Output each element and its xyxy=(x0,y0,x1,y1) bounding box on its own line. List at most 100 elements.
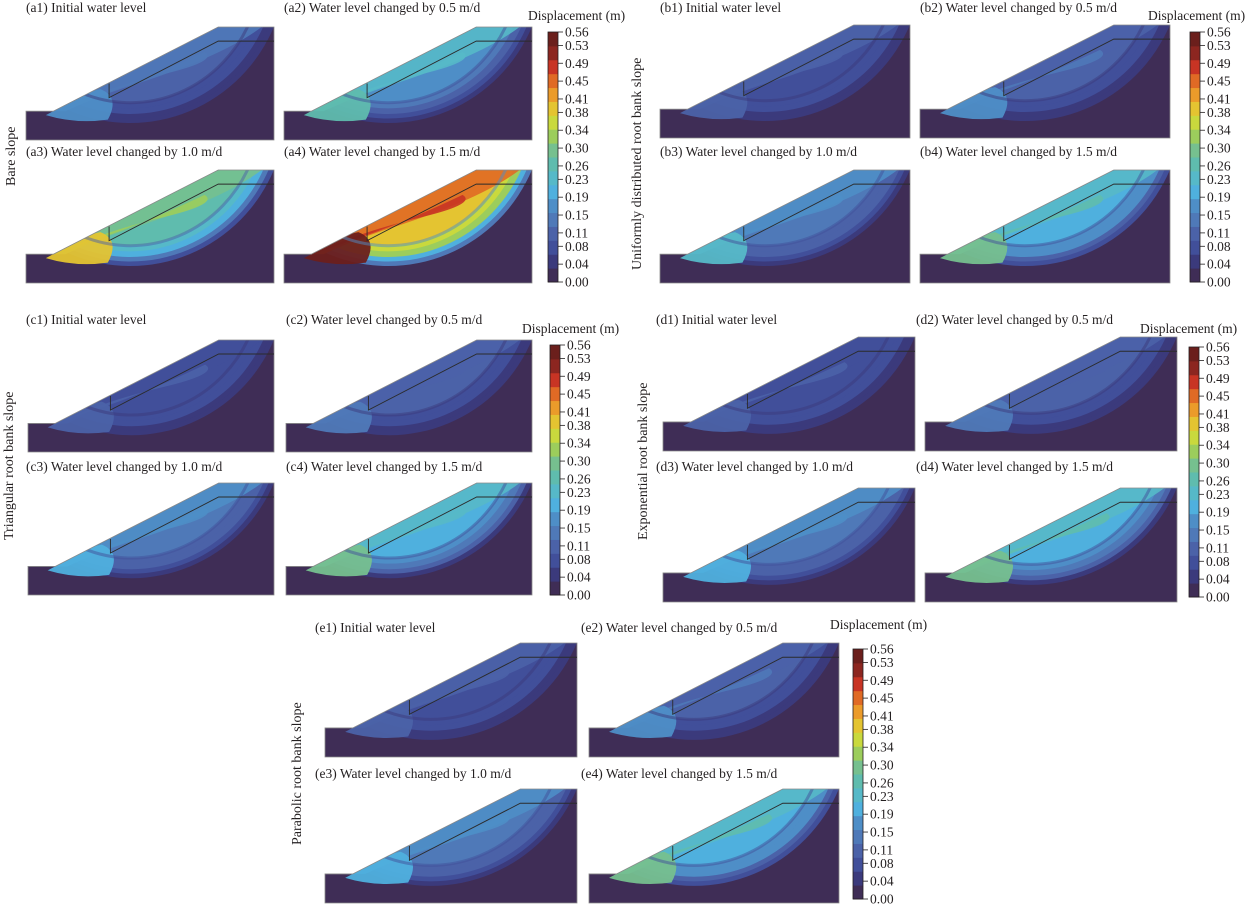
contour-peak-zone xyxy=(945,550,1014,583)
colorbar-tick-label: 0.41 xyxy=(1207,91,1231,106)
panel-title-d2: (d2) Water level changed by 0.5 m/d xyxy=(916,312,1113,327)
colorbar-tick-label: 0.26 xyxy=(565,158,589,173)
colorbar-tick-label: 0.56 xyxy=(567,338,591,353)
colorbar-tick-label: 0.34 xyxy=(567,436,591,451)
colorbar-segment xyxy=(853,787,863,803)
root-zone-boundary xyxy=(746,501,915,560)
colorbar-segment xyxy=(853,760,863,775)
slope-outline xyxy=(919,24,1171,139)
colorbar-frame xyxy=(852,648,864,900)
contour-peak-zone xyxy=(47,401,114,434)
row-label-a: Bare slope xyxy=(4,126,19,186)
colorbar-segment xyxy=(853,662,863,678)
colorbar-frame xyxy=(1188,346,1200,598)
contour-peak-zone xyxy=(45,89,113,122)
panel-title-a2: (a2) Water level changed by 0.5 m/d xyxy=(284,0,481,15)
contour-ring xyxy=(286,483,522,560)
panel-title-e2: (e2) Water level changed by 0.5 m/d xyxy=(581,620,778,635)
colorbar-segment xyxy=(1189,555,1199,570)
contour-panel-d2 xyxy=(924,336,1178,452)
colorbar-tick-label: 0.45 xyxy=(1207,74,1231,89)
contour-ring xyxy=(920,170,1159,248)
colorbar-segment xyxy=(548,45,558,61)
contour-peak-zone xyxy=(305,401,372,434)
colorbar-segment xyxy=(1190,73,1200,89)
panel-title-e1: (e1) Initial water level xyxy=(315,620,436,635)
root-zone-boundary xyxy=(746,350,915,409)
colorbar-tick-label: 0.08 xyxy=(1206,554,1230,569)
colorbar-segment xyxy=(853,815,863,831)
slope-outline xyxy=(324,642,578,758)
colorbar-tick-label: 0.23 xyxy=(1206,487,1230,502)
colorbar-tick-label: 0.41 xyxy=(1206,406,1230,421)
root-zone-boundary xyxy=(109,496,274,554)
colorbar-segment xyxy=(1190,157,1200,172)
panel-title-b1: (b1) Initial water level xyxy=(660,0,782,15)
colorbar-tick-label: 0.04 xyxy=(870,874,894,889)
colorbar-segment xyxy=(550,497,560,513)
contour-panel-e1 xyxy=(324,642,578,758)
colorbar-tick-label: 0.30 xyxy=(565,141,589,156)
contour-panel-d1 xyxy=(662,336,916,452)
slope-outline xyxy=(924,487,1178,603)
colorbar-segment xyxy=(1190,115,1200,130)
contour-peak-zone xyxy=(683,399,752,432)
colorbar-segment xyxy=(1190,87,1200,102)
contour-panel-a3 xyxy=(25,169,275,284)
colorbar-tick-label: 0.23 xyxy=(1207,172,1231,187)
contour-panel-c2 xyxy=(285,339,533,453)
colorbar-segment xyxy=(1189,513,1199,529)
colorbar-segment xyxy=(1189,388,1199,404)
slope-outline xyxy=(25,26,275,141)
colorbar-tick-label: 0.15 xyxy=(1206,523,1230,538)
colorbar-tick-label: 0.30 xyxy=(1206,456,1230,471)
contour-panel-c3 xyxy=(27,482,275,596)
colorbar-segment xyxy=(853,718,863,733)
colorbar-segment xyxy=(1189,527,1199,542)
colorbar-tick-label: 0.38 xyxy=(870,722,894,737)
colorbar-tick-label: 0.04 xyxy=(565,257,589,272)
colorbar-segment xyxy=(853,843,863,858)
contour-panel-c4 xyxy=(285,482,533,596)
colorbar-tick-label: 0.49 xyxy=(1206,371,1230,386)
colorbar-segment xyxy=(1190,45,1200,61)
colorbar-segment xyxy=(1189,485,1199,501)
contour-peak-zone xyxy=(945,399,1014,432)
colorbar-segment xyxy=(1190,212,1200,227)
colorbar-tick-label: 0.38 xyxy=(567,418,591,433)
colorbar-tick-label: 0.00 xyxy=(567,588,591,603)
colorbar-tick-label: 0.30 xyxy=(567,454,591,469)
colorbar-segment xyxy=(550,470,560,485)
contour-ring xyxy=(284,170,522,248)
colorbar-tick-label: 0.56 xyxy=(1207,25,1231,40)
panel-title-c1: (c1) Initial water level xyxy=(26,312,147,327)
colorbar-segment xyxy=(548,184,558,200)
colorbar-title-c: Displacement (m) xyxy=(522,321,620,336)
colorbar-segment xyxy=(853,704,863,719)
colorbar-segment xyxy=(1190,129,1200,144)
root-zone-boundary xyxy=(1003,38,1170,97)
contour-panel-a4 xyxy=(283,169,533,284)
contour-band-upper xyxy=(55,340,262,424)
colorbar-segment xyxy=(550,428,560,443)
colorbar-segment xyxy=(548,115,558,130)
row-label-d: Exponential root bank slope xyxy=(636,382,651,540)
colorbar-segment xyxy=(1190,184,1200,200)
colorbar-tick-label: 0.41 xyxy=(565,91,589,106)
colorbar-segment xyxy=(550,386,560,402)
colorbar-segment xyxy=(853,774,863,789)
colorbar-d: 0.560.53 0.49 0.45 0.410.38 0.34 0.30 0.260.23… xyxy=(1188,340,1230,605)
panel-title-a3: (a3) Water level changed by 1.0 m/d xyxy=(26,144,223,159)
colorbar-segment xyxy=(853,676,863,692)
colorbar-tick-label: 0.15 xyxy=(1207,208,1231,223)
colorbar-tick-label: 0.15 xyxy=(567,521,591,536)
colorbar-tick-label: 0.53 xyxy=(567,351,591,366)
colorbar-tick-label: 0.23 xyxy=(565,172,589,187)
colorbar-tick-label: 0.08 xyxy=(870,856,894,871)
colorbar-tick-label: 0.30 xyxy=(1207,141,1231,156)
contour-panel-e3 xyxy=(324,788,578,904)
contour-ring xyxy=(589,643,828,721)
row-label-e: Parabolic root bank slope xyxy=(290,702,305,845)
panel-title-b3: (b3) Water level changed by 1.0 m/d xyxy=(660,144,857,159)
colorbar-tick-label: 0.53 xyxy=(1207,38,1231,53)
